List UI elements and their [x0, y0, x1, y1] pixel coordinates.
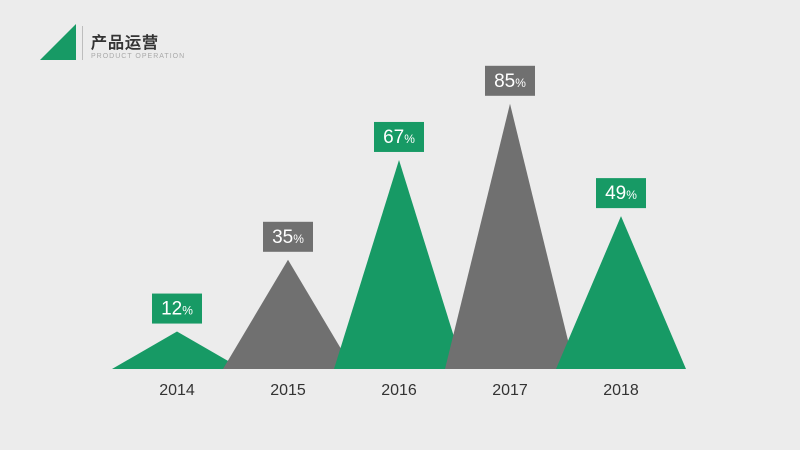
- chart-value-labels: 12%35%67%85%49%: [152, 65, 646, 324]
- peak-2014: [112, 331, 242, 369]
- value-label-2015: 35%: [263, 221, 313, 252]
- x-tick-2016: 2016: [381, 382, 417, 399]
- page-title: 产品运营: [91, 35, 160, 52]
- peak-2017: [445, 103, 575, 370]
- value-label-text: 67%: [383, 127, 415, 148]
- value-label-box: [374, 121, 424, 152]
- value-number: 85: [494, 71, 515, 92]
- page-subtitle: PRODUCT OPERATION: [91, 53, 186, 60]
- value-label-text: 49%: [605, 183, 637, 204]
- value-label-2014: 12%: [152, 293, 202, 324]
- value-label-text: 85%: [494, 71, 526, 92]
- triangle-shape: [40, 24, 76, 60]
- header: 产品运营 PRODUCT OPERATION: [0, 0, 800, 70]
- value-unit: %: [293, 232, 304, 246]
- x-tick-2018: 2018: [603, 382, 639, 399]
- value-number: 35: [272, 227, 293, 248]
- peak-2016: [334, 159, 464, 369]
- value-label-text: 35%: [272, 227, 304, 248]
- value-label-box: [485, 65, 535, 96]
- peak-2015: [223, 259, 353, 369]
- corner-triangle-logo: [40, 24, 76, 60]
- value-label-2018: 49%: [596, 178, 646, 209]
- x-tick-2015: 2015: [270, 382, 306, 399]
- value-unit: %: [626, 188, 637, 202]
- value-label-2017: 85%: [485, 65, 535, 96]
- value-number: 12: [161, 299, 182, 320]
- chart-peaks: [112, 103, 686, 370]
- value-label-2016: 67%: [374, 121, 424, 152]
- value-unit: %: [515, 76, 526, 90]
- x-tick-2014: 2014: [159, 382, 195, 399]
- value-number: 49: [605, 183, 626, 204]
- peak-2018: [556, 216, 686, 369]
- value-unit: %: [404, 132, 415, 146]
- value-label-text: 12%: [161, 299, 193, 320]
- value-label-box: [263, 221, 313, 252]
- value-number: 67: [383, 127, 404, 148]
- value-label-box: [152, 293, 202, 324]
- header-divider: [82, 26, 83, 60]
- value-unit: %: [182, 304, 193, 318]
- chart-x-tick-labels: 2014 2015 2016 2017 2018: [159, 382, 639, 399]
- x-tick-2017: 2017: [492, 382, 528, 399]
- value-label-box: [596, 178, 646, 209]
